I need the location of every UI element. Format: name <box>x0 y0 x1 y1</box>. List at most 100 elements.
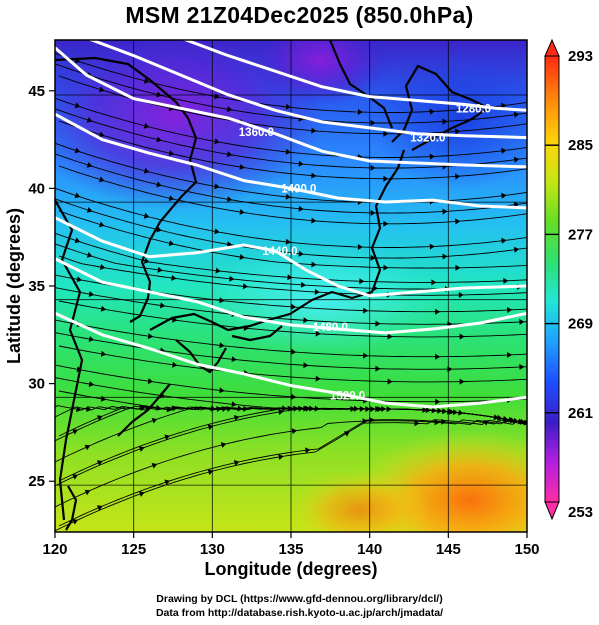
streamline-arrow <box>305 447 311 454</box>
streamline-arrow <box>513 156 520 163</box>
streamline-arrow <box>72 474 78 480</box>
streamline-arrow <box>383 175 389 182</box>
streamline-arrow <box>231 356 237 363</box>
streamline-arrow <box>86 117 93 123</box>
coastline-kyushu <box>175 339 227 374</box>
colorbar-tick-label: 277 <box>568 226 593 243</box>
streamline-arrow <box>76 276 83 283</box>
streamline-arrow <box>151 462 158 469</box>
streamline-arrow <box>414 420 420 427</box>
streamline-arrow <box>501 147 507 154</box>
x-tick-label: 130 <box>200 541 225 558</box>
streamline-arrow <box>455 128 461 135</box>
streamline-arrow <box>291 348 297 355</box>
streamline-arrow <box>86 162 93 168</box>
streamline-arrow <box>285 193 291 200</box>
streamline-arrow <box>172 361 178 368</box>
streamline-arrow <box>157 266 163 273</box>
streamline-arrow <box>220 442 227 448</box>
axes: 120 125 130 135 140 145 150 25 30 35 40 45 <box>28 83 539 558</box>
streamline-arrow <box>303 362 309 369</box>
streamline-arrow <box>434 419 440 426</box>
streamline-arrow <box>298 250 304 257</box>
streamline-arrow <box>359 278 365 285</box>
streamline-arrow <box>143 257 150 264</box>
streamline-arrow <box>96 460 103 466</box>
streamline-arrow <box>483 420 489 426</box>
streamline-arrow <box>156 181 162 188</box>
contour-line <box>55 46 527 169</box>
streamline-arrow <box>311 172 317 179</box>
height-contours: 1280.0 1320.0 1360.0 1400.0 1440.0 1480.0 1520… <box>55 40 527 409</box>
streamline <box>55 198 527 259</box>
streamline-arrow <box>370 164 376 171</box>
streamline-arrow <box>207 424 214 431</box>
streamline-arrow <box>507 352 513 358</box>
streamline-arrow <box>455 264 461 271</box>
coastline-china-east <box>55 199 84 521</box>
contour-label: 1320.0 <box>410 133 445 145</box>
streamline-arrow <box>143 212 150 219</box>
streamline-arrow <box>239 164 245 170</box>
streamline-arrow <box>527 262 532 268</box>
streamline-arrow <box>219 387 225 394</box>
streamline-arrow <box>147 378 154 385</box>
streamline-arrow <box>375 365 381 372</box>
streamline-arrow <box>383 130 389 137</box>
streamline-arrow <box>88 291 95 297</box>
streamline-arrow <box>84 489 91 496</box>
x-tick-label: 135 <box>278 541 303 558</box>
streamline-arrow <box>285 103 291 110</box>
y-tick-label: 30 <box>28 376 45 393</box>
streamline <box>55 97 527 158</box>
streamline-arrow <box>168 195 175 202</box>
streamline <box>55 364 527 403</box>
cold-core-shading-north <box>250 40 390 105</box>
streamline-arrow <box>226 241 233 248</box>
streamline <box>55 232 527 283</box>
colorbar-tick-label: 269 <box>568 316 593 333</box>
colorbar-tick-label: 293 <box>568 48 593 65</box>
streamline-arrow <box>343 431 350 437</box>
streamline-arrow <box>311 127 317 134</box>
streamline-arrow <box>383 264 389 271</box>
streamline-arrow <box>100 350 107 357</box>
streamline-arrow <box>86 252 93 258</box>
streamline-arrow <box>383 220 389 227</box>
streamline-arrow <box>369 417 375 423</box>
streamline-arrow <box>138 446 145 452</box>
streamline-arrow <box>493 414 499 421</box>
streamline-arrow <box>74 192 81 199</box>
streamline-arrow <box>143 167 150 174</box>
streamline-arrow <box>298 160 304 167</box>
x-tick-label: 125 <box>121 541 146 558</box>
streamline <box>55 287 527 325</box>
contour-line <box>55 311 527 409</box>
streamline-arrow <box>442 253 448 260</box>
streamline-arrow <box>143 77 150 84</box>
colorbar-tick-label: 285 <box>568 137 593 154</box>
streamline-arrow <box>442 118 448 125</box>
streamline-arrow <box>139 405 145 411</box>
streamline-arrow <box>375 320 381 327</box>
streamline-arrow <box>219 297 225 304</box>
x-tick-label: 145 <box>436 541 461 558</box>
coastline-ryukyu <box>117 383 171 437</box>
streamline-arrow <box>171 275 177 281</box>
coastline-hokkaido <box>391 64 490 151</box>
streamline-arrow <box>239 209 245 215</box>
streamline-arrow <box>298 205 304 212</box>
streamline-arrow <box>233 415 240 421</box>
streamline-arrow <box>159 302 166 309</box>
streamline-arrow <box>168 150 175 157</box>
streamline-arrow <box>86 207 93 213</box>
streamline-arrow <box>239 254 245 260</box>
streamline-arrow <box>300 281 307 288</box>
streamline-arrow <box>435 398 441 405</box>
streamline-arrow <box>214 228 220 235</box>
streamline <box>55 319 527 358</box>
streamline-arrow <box>210 405 216 412</box>
contour-label: 1280.0 <box>456 103 491 115</box>
coastline-shikoku <box>231 325 283 342</box>
